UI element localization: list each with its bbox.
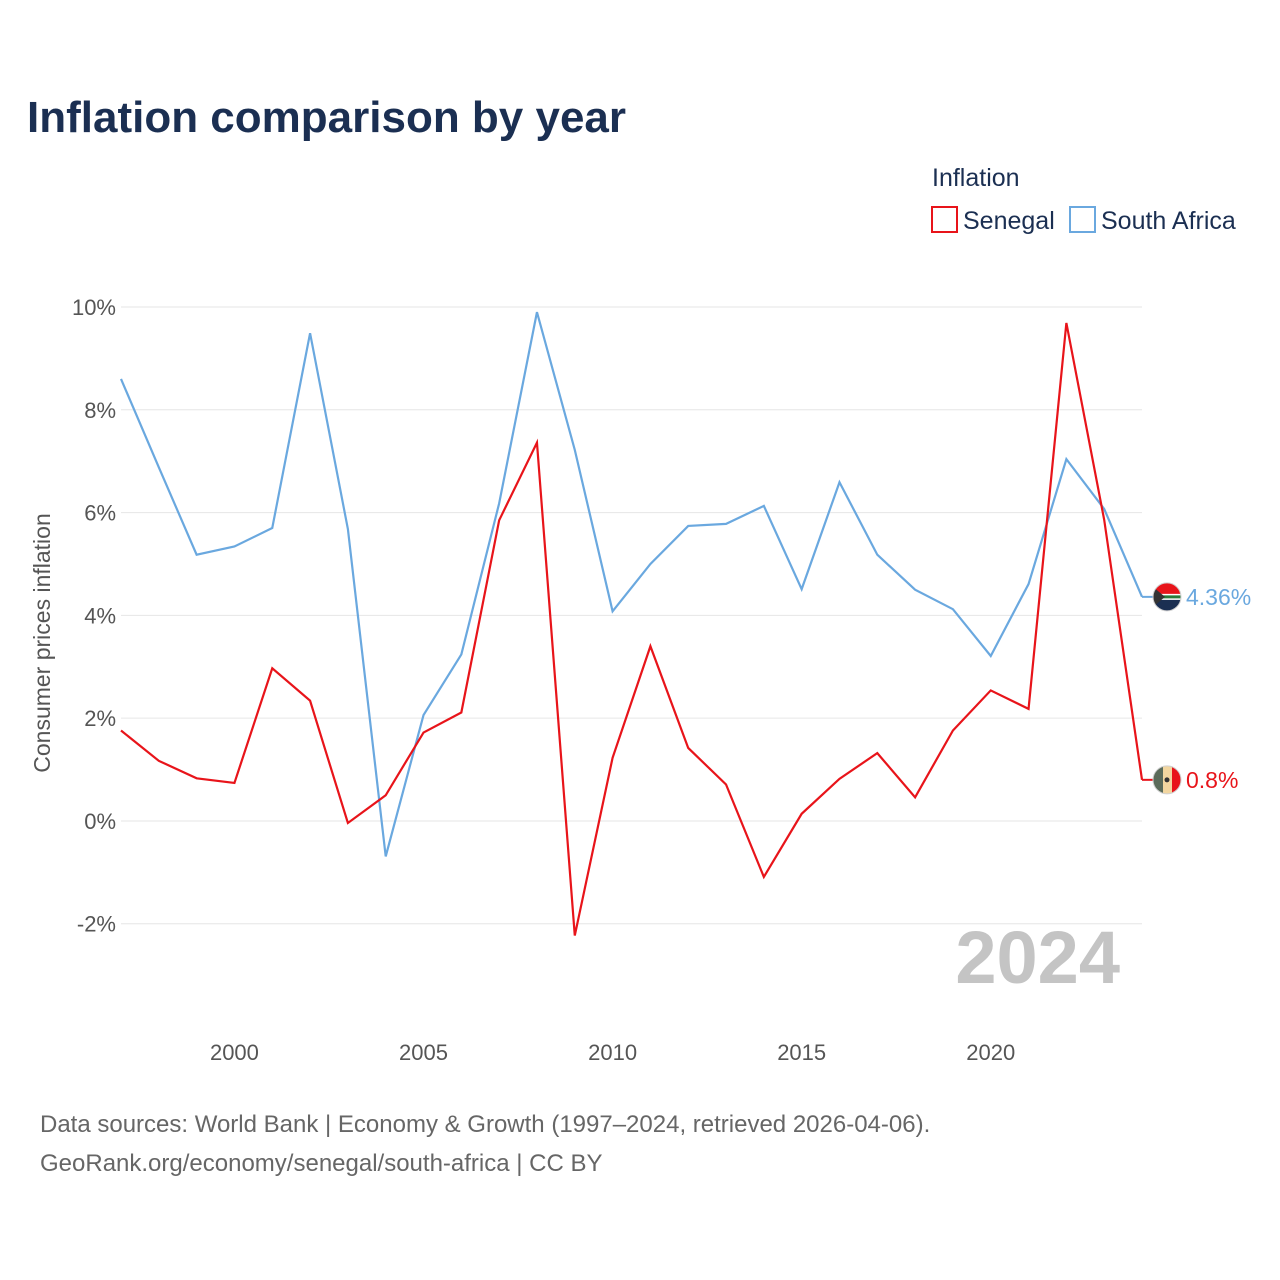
y-tick-label: 4% [84, 603, 116, 628]
y-tick-label: 0% [84, 809, 116, 834]
y-tick-label: 10% [72, 295, 116, 320]
y-tick-label: -2% [77, 912, 116, 937]
legend-label-south-africa: South Africa [1101, 207, 1236, 235]
end-value-label-senegal: 0.8% [1186, 767, 1238, 793]
y-tick-label: 6% [84, 501, 116, 526]
series-line-senegal [120, 322, 1144, 936]
source-line-2: GeoRank.org/economy/senegal/south-africa… [40, 1150, 603, 1177]
y-axis-label: Consumer prices inflation [29, 513, 55, 773]
south-africa-flag-icon [1152, 582, 1182, 612]
y-tick-label: 2% [84, 706, 116, 731]
x-tick-label: 2015 [777, 1040, 826, 1065]
y-tick-label: 8% [84, 398, 116, 423]
x-tick-label: 2020 [966, 1040, 1015, 1065]
year-watermark: 2024 [955, 916, 1120, 999]
x-tick-label: 2005 [399, 1040, 448, 1065]
source-line-1: Data sources: World Bank | Economy & Gro… [40, 1111, 930, 1138]
chart-title: Inflation comparison by year [27, 93, 626, 142]
legend-swatch-senegal [931, 206, 958, 233]
x-tick-label: 2000 [210, 1040, 259, 1065]
senegal-flag-icon [1152, 765, 1182, 795]
legend-swatch-south-africa [1069, 206, 1096, 233]
x-tick-label: 2010 [588, 1040, 637, 1065]
end-value-label-south-africa: 4.36% [1186, 584, 1251, 610]
legend-title: Inflation [932, 164, 1020, 192]
legend-label-senegal: Senegal [963, 207, 1055, 235]
series-line-south-africa [119, 311, 1144, 857]
